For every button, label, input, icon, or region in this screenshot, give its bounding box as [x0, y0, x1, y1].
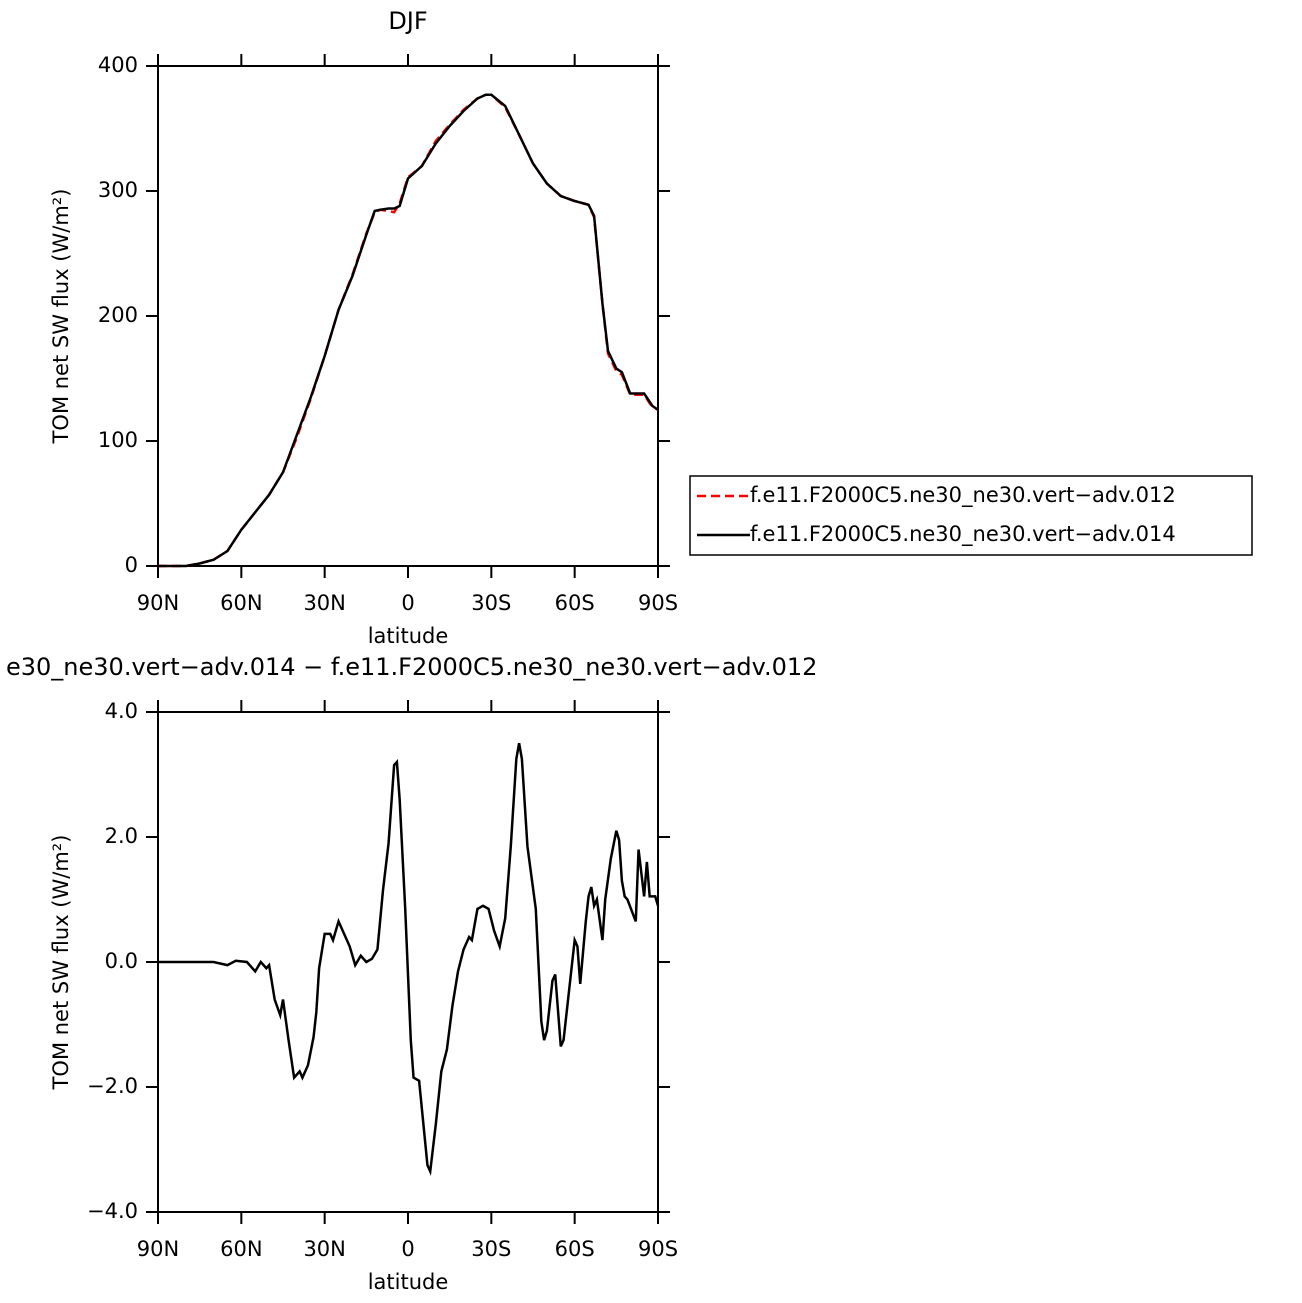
y-tick-label: 0.0	[105, 949, 138, 973]
x-tick-label: 0	[401, 591, 414, 615]
y-tick-label: 4.0	[105, 699, 138, 723]
x-tick-label: 30N	[303, 1237, 345, 1261]
y-tick-label: 2.0	[105, 824, 138, 848]
data-line	[158, 93, 659, 568]
chart-title: e30_ne30.vert−adv.014 − f.e11.F2000C5.ne…	[6, 653, 817, 681]
legend-label: f.e11.F2000C5.ne30_ne30.vert−adv.012	[750, 483, 1176, 508]
x-tick-label: 60N	[220, 591, 262, 615]
x-tick-label: 0	[401, 1237, 414, 1261]
x-tick-label: 90S	[638, 1237, 678, 1261]
x-tick-label: 90N	[137, 591, 179, 615]
legend-label: f.e11.F2000C5.ne30_ne30.vert−adv.014	[750, 522, 1176, 547]
y-axis-label: TOM net SW flux (W/m²)	[49, 835, 73, 1091]
x-tick-label: 30S	[471, 1237, 511, 1261]
y-tick-label: 200	[98, 303, 138, 327]
x-tick-label: 30N	[303, 591, 345, 615]
y-tick-label: −4.0	[87, 1199, 138, 1223]
y-tick-label: 100	[98, 428, 138, 452]
y-tick-label: 300	[98, 178, 138, 202]
legend-box	[689, 475, 1253, 556]
data-line	[158, 743, 660, 1177]
data-line	[158, 93, 659, 568]
x-tick-label: 60S	[555, 1237, 595, 1261]
x-tick-label: 30S	[471, 591, 511, 615]
y-axis-label: TOM net SW flux (W/m²)	[49, 189, 73, 445]
y-tick-label: 0	[125, 553, 138, 577]
x-tick-label: 90S	[638, 591, 678, 615]
x-tick-label: 60S	[555, 591, 595, 615]
chart-title: DJF	[388, 7, 427, 35]
x-axis-label: latitude	[368, 1270, 449, 1294]
y-tick-label: 400	[98, 53, 138, 77]
x-tick-label: 90N	[137, 1237, 179, 1261]
x-axis-label: latitude	[368, 624, 449, 648]
y-tick-label: −2.0	[87, 1074, 138, 1098]
plot-frame	[157, 65, 659, 567]
x-tick-label: 60N	[220, 1237, 262, 1261]
